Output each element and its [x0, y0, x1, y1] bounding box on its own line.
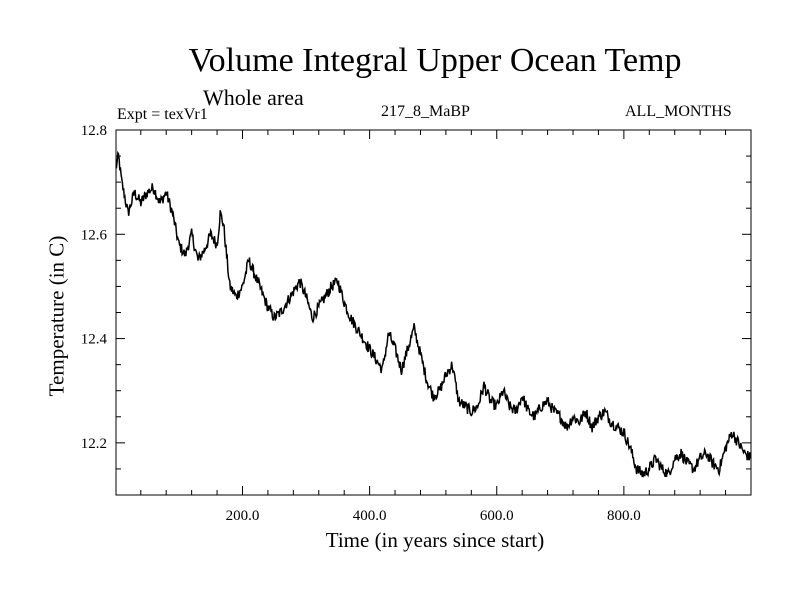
chart-subtitle: Whole area [203, 85, 304, 110]
run-label: 217_8_MaBP [381, 103, 470, 120]
tick-labels: 200.0 400.0 600.0 800.0 12.2 12.4 12.6 12.8 [81, 123, 641, 524]
x-tick-label: 400.0 [353, 508, 387, 524]
y-tick-label: 12.8 [81, 123, 107, 139]
y-tick-label: 12.4 [81, 332, 108, 348]
y-tick-label: 12.2 [81, 436, 107, 452]
experiment-label: Expt = texVr1 [117, 106, 208, 123]
x-tick-label: 800.0 [607, 508, 641, 524]
months-label: ALL_MONTHS [625, 103, 732, 120]
axis-ticks [116, 130, 751, 495]
x-tick-label: 600.0 [480, 508, 514, 524]
x-tick-label: 200.0 [226, 508, 260, 524]
x-axis-label: Time (in years since start) [325, 528, 545, 552]
plot-frame [115, 129, 752, 496]
temperature-series-line [115, 150, 752, 478]
y-tick-label: 12.6 [81, 227, 108, 243]
chart-title: Volume Integral Upper Ocean Temp [188, 42, 682, 79]
